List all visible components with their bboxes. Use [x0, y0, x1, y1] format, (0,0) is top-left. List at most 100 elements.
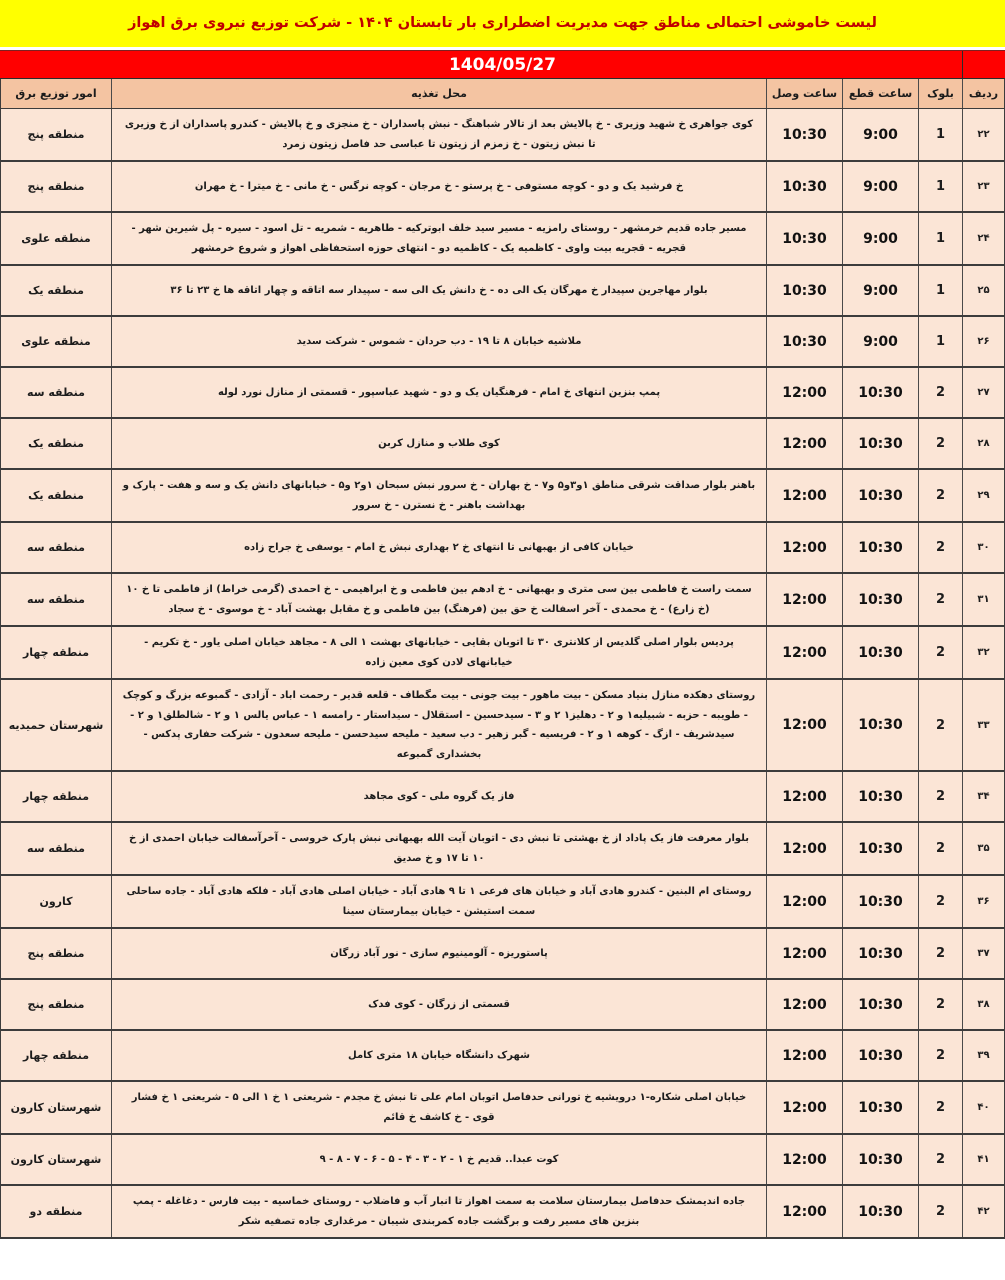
- table-row: ۴۲ 2 10:30 12:00 جاده اندیمشک حدفاصل بیمارست…: [0, 1186, 1005, 1240]
- location-cell: باهنر بلوار صداقت شرقی مناطق ۱و۳و۵ و۷ - …: [111, 470, 766, 522]
- block-cell: 2: [918, 980, 962, 1030]
- row-number-cell: ۲۵: [962, 266, 1004, 316]
- cut-time-cell: 9:00: [842, 266, 918, 316]
- table-row: ۳۹ 2 10:30 12:00 شهرک دانشگاه خیابان ۱۸ متری…: [0, 1031, 1005, 1083]
- reconnect-time-cell: 10:30: [766, 266, 842, 316]
- cut-time-cell: 10:30: [842, 1135, 918, 1185]
- location-cell: خیابان کافی از بهبهانی تا انتهای خ ۲ بهد…: [111, 523, 766, 573]
- block-cell: 2: [918, 523, 962, 573]
- district-cell: منطقه پنج: [27, 128, 85, 142]
- reconnect-time-cell: 12:00: [766, 1135, 842, 1185]
- table-body: ۲۲ 1 9:00 10:30 کوی جواهری خ شهید وزیری - خ …: [0, 109, 1005, 1240]
- district-cell: منطقه یک: [28, 489, 84, 503]
- row-number-cell: ۳۳: [962, 680, 1004, 771]
- reconnect-time-cell: 10:30: [766, 162, 842, 212]
- block-cell: 2: [918, 929, 962, 979]
- table-row: ۳۶ 2 10:30 12:00 روستای ام البنین - کندرو ها…: [0, 876, 1005, 930]
- table-row: ۳۸ 2 10:30 12:00 قسمتی از زرگان - کوی فدک منط…: [0, 980, 1005, 1032]
- reconnect-time-cell: 12:00: [766, 980, 842, 1030]
- cut-time-cell: 10:30: [842, 419, 918, 469]
- location-cell: شهرک دانشگاه خیابان ۱۸ متری کامل: [111, 1031, 766, 1081]
- table-row: ۲۲ 1 9:00 10:30 کوی جواهری خ شهید وزیری - خ …: [0, 109, 1005, 163]
- bottom-margin: [0, 1239, 1005, 1248]
- table-row: ۲۴ 1 9:00 10:30 مسیر جاده قدیم خرمشهر - روست…: [0, 213, 1005, 267]
- reconnect-time-cell: 12:00: [766, 823, 842, 875]
- district-cell: شهرستان حمیدیه: [8, 718, 104, 732]
- district-cell: منطقه یک: [28, 284, 84, 298]
- cut-time-cell: 10:30: [842, 368, 918, 418]
- cut-time-cell: 9:00: [842, 317, 918, 367]
- reconnect-time-cell: 12:00: [766, 680, 842, 771]
- district-cell: منطقه پنج: [27, 947, 85, 961]
- reconnect-time-cell: 12:00: [766, 929, 842, 979]
- block-cell: 2: [918, 627, 962, 679]
- block-cell: 2: [918, 368, 962, 418]
- cut-time-cell: 10:30: [842, 772, 918, 822]
- column-header-block: بلوک: [918, 79, 962, 109]
- row-number-cell: ۳۷: [962, 929, 1004, 979]
- row-number-cell: ۲۸: [962, 419, 1004, 469]
- location-cell: بلوار مهاجرین سپیدار خ مهرگان یک الی ده …: [111, 266, 766, 316]
- location-cell: مسیر جاده قدیم خرمشهر - روستای رامزیه - …: [111, 213, 766, 265]
- cut-time-cell: 9:00: [842, 213, 918, 265]
- location-cell: کوی جواهری خ شهید وزیری - خ پالایش بعد ا…: [111, 109, 766, 161]
- reconnect-time-cell: 10:30: [766, 317, 842, 367]
- block-cell: 1: [918, 317, 962, 367]
- column-header-location: محل تغذیه: [111, 79, 766, 109]
- location-cell: پردیس بلوار اصلی گلدیس از کلانتری ۳۰ تا …: [111, 627, 766, 679]
- row-number-cell: ۴۰: [962, 1082, 1004, 1134]
- reconnect-time-cell: 12:00: [766, 772, 842, 822]
- district-cell: منطقه سه: [27, 593, 85, 607]
- district-cell: منطقه دو: [29, 1205, 83, 1219]
- block-cell: 2: [918, 1031, 962, 1081]
- row-number-cell: ۲۳: [962, 162, 1004, 212]
- column-header-row-number: ردیف: [962, 79, 1004, 109]
- cut-time-cell: 9:00: [842, 109, 918, 161]
- cut-time-cell: 10:30: [842, 574, 918, 626]
- location-cell: پاستوریزه - آلومینیوم سازی - نور آباد زر…: [111, 929, 766, 979]
- block-cell: 2: [918, 680, 962, 771]
- block-cell: 2: [918, 772, 962, 822]
- row-number-cell: ۳۰: [962, 523, 1004, 573]
- block-cell: 2: [918, 574, 962, 626]
- table-row: ۳۷ 2 10:30 12:00 پاستوریزه - آلومینیوم سازی …: [0, 929, 1005, 981]
- table-row: ۲۵ 1 9:00 10:30 بلوار مهاجرین سپیدار خ مهرگا…: [0, 266, 1005, 318]
- reconnect-time-cell: 12:00: [766, 627, 842, 679]
- reconnect-time-cell: 12:00: [766, 1031, 842, 1081]
- row-number-cell: ۲۶: [962, 317, 1004, 367]
- page-title: لیست خاموشی احتمالی مناطق جهت مدیریت اضط…: [0, 0, 1005, 47]
- cut-time-cell: 10:30: [842, 627, 918, 679]
- column-header-cut-time: ساعت قطع: [842, 79, 918, 109]
- district-cell: منطقه سه: [27, 842, 85, 856]
- row-number-cell: ۳۹: [962, 1031, 1004, 1081]
- location-cell: روستای دهکده منازل بنیاد مسکن - بیت ماهو…: [111, 680, 766, 771]
- district-cell: منطقه پنج: [27, 998, 85, 1012]
- district-cell: منطقه علوی: [21, 335, 91, 349]
- block-cell: 2: [918, 823, 962, 875]
- location-cell: ملاشیه خیابان ۸ تا ۱۹ - دب حردان - شموس …: [111, 317, 766, 367]
- row-number-cell: ۳۱: [962, 574, 1004, 626]
- table-row: ۳۲ 2 10:30 12:00 پردیس بلوار اصلی گلدیس از ک…: [0, 627, 1005, 681]
- column-header-district: امور توزیع برق: [15, 87, 97, 101]
- location-cell: فاز یک گروه ملی - کوی مجاهد: [111, 772, 766, 822]
- district-cell: منطقه علوی: [21, 232, 91, 246]
- district-cell: منطقه سه: [27, 386, 85, 400]
- cut-time-cell: 9:00: [842, 162, 918, 212]
- table-row: ۲۸ 2 10:30 12:00 کوی طلاب و منازل کربن منطقه …: [0, 419, 1005, 471]
- location-cell: پمپ بنزین انتهای خ امام - فرهنگیان یک و …: [111, 368, 766, 418]
- location-cell: کوت عبدا.. قدیم خ ۱ - ۲ - ۳ - ۴ - ۵ - ۶ …: [111, 1135, 766, 1185]
- row-number-cell: ۳۴: [962, 772, 1004, 822]
- cut-time-cell: 10:30: [842, 680, 918, 771]
- row-number-cell: ۴۱: [962, 1135, 1004, 1185]
- row-number-cell: ۲۷: [962, 368, 1004, 418]
- table-row: ۲۳ 1 9:00 10:30 خ فرشید یک و دو - کوچه مستوف…: [0, 162, 1005, 214]
- block-cell: 2: [918, 876, 962, 928]
- block-cell: 2: [918, 419, 962, 469]
- table-row: ۴۰ 2 10:30 12:00 خیابان اصلی شکاره-۱ درویشیه…: [0, 1082, 1005, 1136]
- district-cell: شهرستان کارون: [10, 1153, 102, 1167]
- cut-time-cell: 10:30: [842, 470, 918, 522]
- date-bar: 1404/05/27: [0, 50, 1005, 79]
- cut-time-cell: 10:30: [842, 929, 918, 979]
- reconnect-time-cell: 10:30: [766, 109, 842, 161]
- reconnect-time-cell: 12:00: [766, 368, 842, 418]
